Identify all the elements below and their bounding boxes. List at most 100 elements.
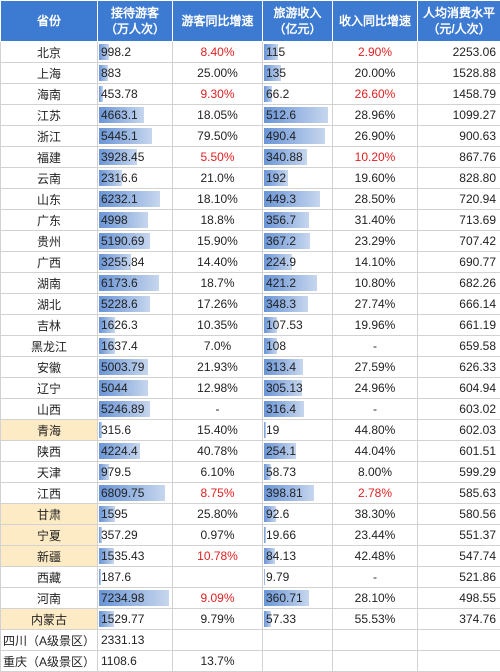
- revenue-cell-value: 92.6: [263, 507, 289, 521]
- revenue-cell-value: 305.13: [263, 381, 303, 395]
- revenue-cell-value: 66.2: [263, 87, 289, 101]
- revenue-cell-value: 313.4: [263, 360, 296, 374]
- visitors-cell: 7234.98: [98, 588, 173, 609]
- revenue-cell: 115: [263, 42, 333, 63]
- per-capita-cell: 659.58: [418, 336, 500, 357]
- visitors-cell: 4224.4: [98, 441, 173, 462]
- revenue-growth-cell: 20.00%: [333, 63, 418, 84]
- visitors-cell-value: 3928.45: [98, 150, 144, 164]
- revenue-cell: 313.4: [263, 357, 333, 378]
- revenue-growth-cell: 42.48%: [333, 546, 418, 567]
- revenue-growth-cell: 44.80%: [333, 420, 418, 441]
- revenue-growth-cell: 44.04%: [333, 441, 418, 462]
- per-capita-cell: 666.14: [418, 294, 500, 315]
- visitors-cell: 1595: [98, 504, 173, 525]
- revenue-cell-value: 348.3: [263, 297, 296, 311]
- visitors-cell: 998.2: [98, 42, 173, 63]
- visitors-cell-value: 5246.89: [98, 402, 144, 416]
- visitors-cell: 3255.84: [98, 252, 173, 273]
- visitors-cell: 4663.1: [98, 105, 173, 126]
- revenue-cell: 254.1: [263, 441, 333, 462]
- visitor-growth-cell: 15.90%: [173, 231, 263, 252]
- province-cell: 内蒙古: [1, 609, 98, 630]
- revenue-growth-cell: -: [333, 336, 418, 357]
- visitor-growth-cell: [173, 567, 263, 588]
- revenue-growth-cell: 10.20%: [333, 147, 418, 168]
- per-capita-cell: 585.63: [418, 483, 500, 504]
- visitor-growth-cell: 14.40%: [173, 252, 263, 273]
- province-cell: 江西: [1, 483, 98, 504]
- per-capita-cell: 720.94: [418, 189, 500, 210]
- province-cell: 浙江: [1, 126, 98, 147]
- visitors-cell-value: 2331.13: [98, 633, 144, 647]
- province-cell: 广西: [1, 252, 98, 273]
- visitors-cell: 1535.43: [98, 546, 173, 567]
- revenue-cell: 449.3: [263, 189, 333, 210]
- revenue-growth-cell: 31.40%: [333, 210, 418, 231]
- province-cell: 湖南: [1, 273, 98, 294]
- revenue-cell-value: 490.4: [263, 129, 296, 143]
- revenue-cell-value: 512.6: [263, 108, 296, 122]
- revenue-growth-cell: 2.78%: [333, 483, 418, 504]
- province-cell: 吉林: [1, 315, 98, 336]
- visitors-cell: 5044: [98, 378, 173, 399]
- revenue-cell: 19.66: [263, 525, 333, 546]
- visitor-growth-cell: 6.10%: [173, 462, 263, 483]
- revenue-cell: 66.2: [263, 84, 333, 105]
- revenue-growth-cell: 8.00%: [333, 462, 418, 483]
- revenue-cell: 19: [263, 420, 333, 441]
- visitors-cell-value: 1108.6: [98, 654, 137, 668]
- visitors-cell: 3928.45: [98, 147, 173, 168]
- visitor-growth-cell: 21.93%: [173, 357, 263, 378]
- province-cell: 辽宁: [1, 378, 98, 399]
- visitors-cell-value: 453.78: [98, 87, 138, 101]
- revenue-cell-value: 57.33: [263, 612, 296, 626]
- visitor-growth-cell: 10.35%: [173, 315, 263, 336]
- visitors-cell: 5003.79: [98, 357, 173, 378]
- revenue-growth-cell: 23.44%: [333, 525, 418, 546]
- visitors-cell: 5246.89: [98, 399, 173, 420]
- revenue-cell: 316.4: [263, 399, 333, 420]
- visitor-growth-cell: 21.0%: [173, 168, 263, 189]
- revenue-growth-cell: 55.53%: [333, 609, 418, 630]
- table-header: 省份 接待游客（万人次） 游客同比增速 旅游收入（亿元） 收入同比增速 人均消费…: [1, 1, 500, 42]
- header-revenue: 旅游收入（亿元）: [263, 1, 333, 42]
- revenue-cell-value: 356.7: [263, 213, 296, 227]
- revenue-growth-cell: -: [333, 567, 418, 588]
- revenue-growth-cell: 28.96%: [333, 105, 418, 126]
- revenue-cell: 360.71: [263, 588, 333, 609]
- per-capita-cell: 580.56: [418, 504, 500, 525]
- per-capita-cell: 602.03: [418, 420, 500, 441]
- province-cell: 宁夏: [1, 525, 98, 546]
- visitors-cell-value: 5003.79: [98, 360, 144, 374]
- visitors-cell-value: 6809.75: [98, 486, 144, 500]
- visitor-growth-cell: 5.50%: [173, 147, 263, 168]
- visitors-cell-value: 187.6: [98, 570, 131, 584]
- visitor-growth-cell: 18.05%: [173, 105, 263, 126]
- visitors-cell-value: 315.6: [98, 423, 131, 437]
- per-capita-cell: 521.86: [418, 567, 500, 588]
- visitors-cell-value: 4663.1: [98, 108, 138, 122]
- per-capita-cell: 601.51: [418, 441, 500, 462]
- revenue-cell: 348.3: [263, 294, 333, 315]
- revenue-cell-value: 107.53: [263, 318, 303, 332]
- visitor-growth-cell: 15.40%: [173, 420, 263, 441]
- visitor-growth-cell: 9.09%: [173, 588, 263, 609]
- province-cell: 海南: [1, 84, 98, 105]
- visitors-cell: 1626.3: [98, 315, 173, 336]
- revenue-cell: 108: [263, 336, 333, 357]
- revenue-cell: 305.13: [263, 378, 333, 399]
- visitors-cell: 4998: [98, 210, 173, 231]
